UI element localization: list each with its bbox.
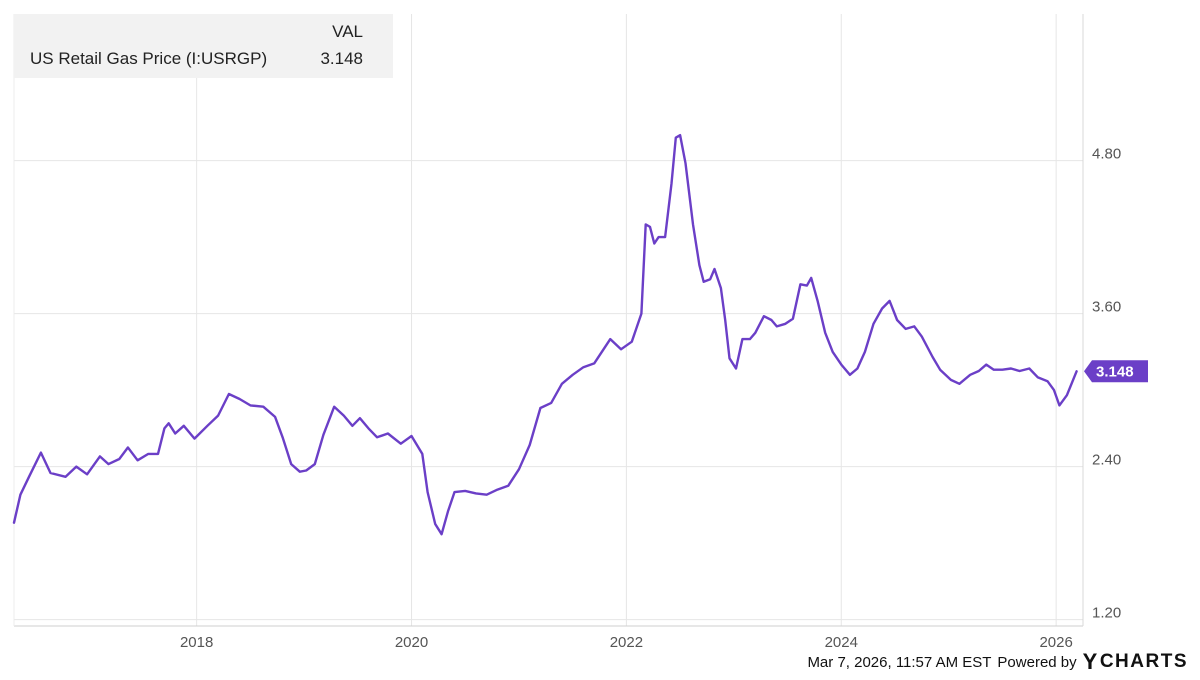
ycharts-logo[interactable]: Y CHARTS [1083, 649, 1188, 675]
legend-column-header: VAL [332, 22, 363, 41]
y-tick-label: 1.20 [1092, 605, 1121, 622]
ycharts-logo-text: CHARTS [1099, 651, 1188, 672]
legend-box: VAL US Retail Gas Price (I:USRGP) 3.148 [14, 14, 393, 78]
y-tick-label: 3.60 [1092, 299, 1121, 316]
last-value-label: 3.148 [1096, 363, 1134, 380]
last-value-tag [1084, 360, 1148, 383]
x-tick-label: 2024 [825, 634, 858, 651]
legend-series-name[interactable]: US Retail Gas Price (I:USRGP) [30, 49, 268, 68]
x-tick-label: 2022 [610, 634, 643, 651]
grid-lines [14, 14, 1083, 626]
footer-powered-by: Powered by [997, 653, 1077, 671]
x-tick-label: 2018 [180, 634, 213, 651]
footer: Mar 7, 2026, 11:57 AM EST Powered by Y CH… [807, 649, 1188, 675]
y-tick-label: 4.80 [1092, 146, 1121, 163]
x-tick-label: 2020 [395, 634, 428, 651]
ycharts-logo-y: Y [1082, 649, 1099, 674]
series-lines [12, 133, 1078, 536]
y-tick-label: 2.40 [1092, 452, 1121, 469]
series-line [12, 133, 1078, 536]
footer-timestamp: Mar 7, 2026, 11:57 AM EST [807, 653, 992, 671]
axes [13, 14, 1084, 627]
x-tick-label: 2026 [1039, 634, 1072, 651]
tick-labels: 1.20 2.40 3.60 4.80 2018 2020 2022 2024 2026 3.14… [180, 146, 1148, 651]
legend-series-value: 3.148 [320, 49, 363, 68]
